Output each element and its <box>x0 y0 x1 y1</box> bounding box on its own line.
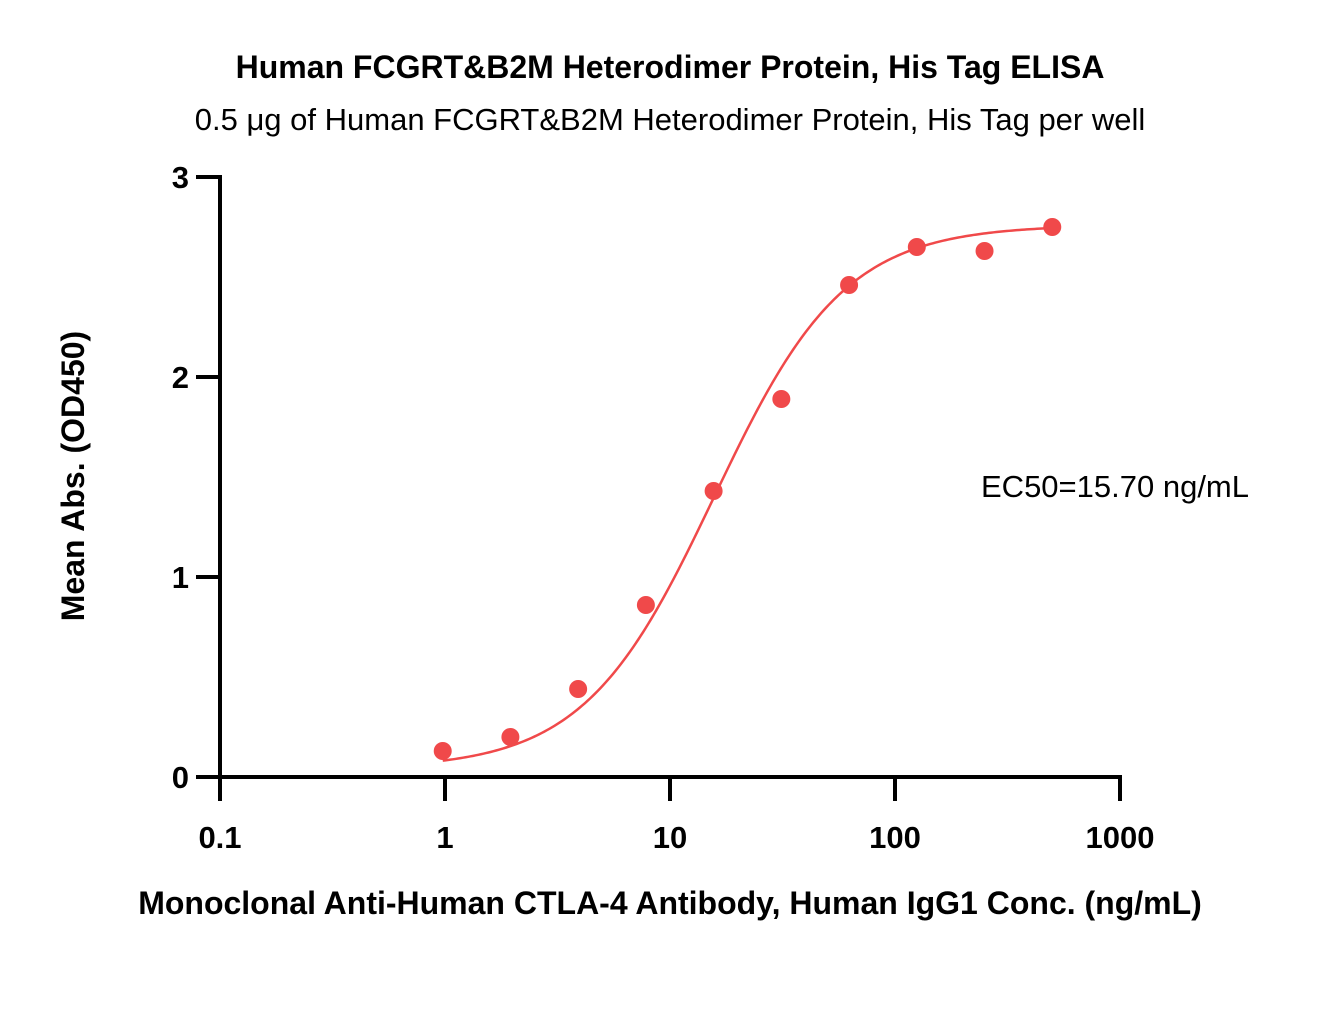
y-tick-label: 0 <box>172 760 189 795</box>
data-point <box>975 242 994 260</box>
data-point <box>501 728 520 746</box>
data-point <box>636 596 655 614</box>
x-tick-label: 10 <box>653 820 687 855</box>
data-point <box>569 680 588 698</box>
data-point <box>433 742 452 760</box>
x-tick-label: 1000 <box>1086 820 1155 855</box>
data-point <box>1043 218 1062 236</box>
data-point <box>772 390 791 408</box>
y-tick-label: 1 <box>172 560 189 595</box>
x-tick-label: 100 <box>869 820 921 855</box>
y-tick-label: 3 <box>172 160 189 195</box>
data-point <box>840 276 859 294</box>
x-tick-label: 0.1 <box>198 820 241 855</box>
x-axis-title: Monoclonal Anti-Human CTLA-4 Antibody, H… <box>138 885 1202 921</box>
chart-subtitle: 0.5 μg of Human FCGRT&B2M Heterodimer Pr… <box>195 102 1146 137</box>
x-tick-label: 1 <box>436 820 453 855</box>
data-point <box>704 482 723 500</box>
chart-title: Human FCGRT&B2M Heterodimer Protein, His… <box>236 49 1105 85</box>
y-tick-label: 2 <box>172 360 189 395</box>
axes-group: 0.1 1 10 100 1000 0 1 2 3 <box>172 160 1155 855</box>
fit-curve-group <box>442 226 1053 762</box>
ec50-annotation: EC50=15.70 ng/mL <box>981 469 1249 504</box>
data-point <box>907 238 926 256</box>
y-axis-title: Mean Abs. (OD450) <box>55 331 91 621</box>
data-points-group <box>433 218 1062 760</box>
fit-curve-line <box>442 226 1053 762</box>
